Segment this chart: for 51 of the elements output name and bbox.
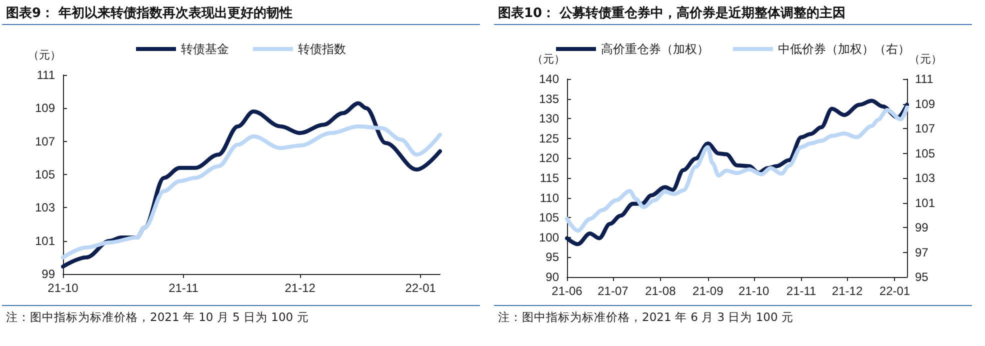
- legend-label: 中低价券（加权）（右）: [778, 42, 910, 56]
- y-tick-label: 130: [538, 112, 560, 126]
- x-tick-label: 21-10: [738, 284, 770, 298]
- y2-tick-label: 95: [915, 270, 929, 284]
- x-tick-label: 21-11: [786, 284, 817, 298]
- y-tick-label: 140: [538, 72, 560, 86]
- x-tick-label: 21-11: [168, 281, 199, 295]
- legend-label: 高价重仓券（加权）: [601, 42, 709, 56]
- y-tick-label: 125: [538, 131, 560, 146]
- y-tick-label: 135: [538, 92, 560, 106]
- y-tick-label: 107: [34, 134, 56, 148]
- x-tick-label: 21-09: [692, 284, 724, 298]
- y2-tick-label: 107: [915, 122, 936, 136]
- x-tick-label: 21-06: [552, 284, 583, 298]
- x-tick-label: 21-12: [284, 281, 316, 295]
- line-series: [61, 124, 442, 260]
- text: 注：图中指标为标准价格，2021 年 6 月 3 日为 100 元: [498, 309, 794, 325]
- y2-tick-label: 111: [915, 72, 934, 86]
- y-axis-title: （元）: [532, 54, 565, 66]
- y-tick-label: 120: [538, 151, 560, 166]
- y-tick-label: 110: [540, 190, 560, 205]
- chart-title: 图表9： 年初以来转债指数再次表现出更好的韧性: [6, 4, 293, 22]
- y2-tick-label: 97: [915, 245, 929, 260]
- legend-label: 转债基金: [181, 42, 229, 56]
- y-tick-label: 111: [36, 68, 56, 82]
- y2-tick-label: 101: [915, 196, 936, 210]
- y-tick-label: 105: [34, 168, 56, 182]
- x-tick-label: 21-08: [645, 284, 676, 298]
- y-tick-label: 103: [34, 200, 56, 215]
- y2-tick-label: 103: [915, 171, 936, 185]
- y-tick-label: 101: [34, 234, 56, 248]
- y2-tick-label: 105: [915, 146, 936, 160]
- text: 注：图中指标为标准价格，2021 年 10 月 5 日为 100 元: [6, 309, 309, 325]
- x-tick-label: 22-01: [879, 284, 910, 298]
- y2-axis-title: （元）: [909, 54, 942, 66]
- x-tick-label: 21-07: [598, 284, 629, 298]
- y2-tick-label: 99: [915, 220, 929, 234]
- x-tick-label: 22-01: [405, 281, 436, 295]
- y-tick-label: 100: [538, 230, 560, 244]
- y-axis-title: （元）: [28, 50, 61, 62]
- x-tick-label: 21-10: [48, 281, 79, 295]
- y-tick-label: 95: [546, 250, 560, 264]
- legend-label: 转债指数: [298, 42, 346, 56]
- y-tick-label: 109: [34, 101, 56, 116]
- y-tick-label: 99: [42, 267, 56, 281]
- y-tick-label: 90: [546, 270, 560, 284]
- x-tick-label: 21-12: [832, 284, 863, 298]
- y-tick-label: 105: [538, 210, 560, 225]
- y-tick-label: 115: [540, 171, 560, 185]
- chart-title: 图表10： 公募转债重仓券中，高价券是近期整体调整的主因: [498, 4, 846, 22]
- y2-tick-label: 109: [915, 96, 936, 111]
